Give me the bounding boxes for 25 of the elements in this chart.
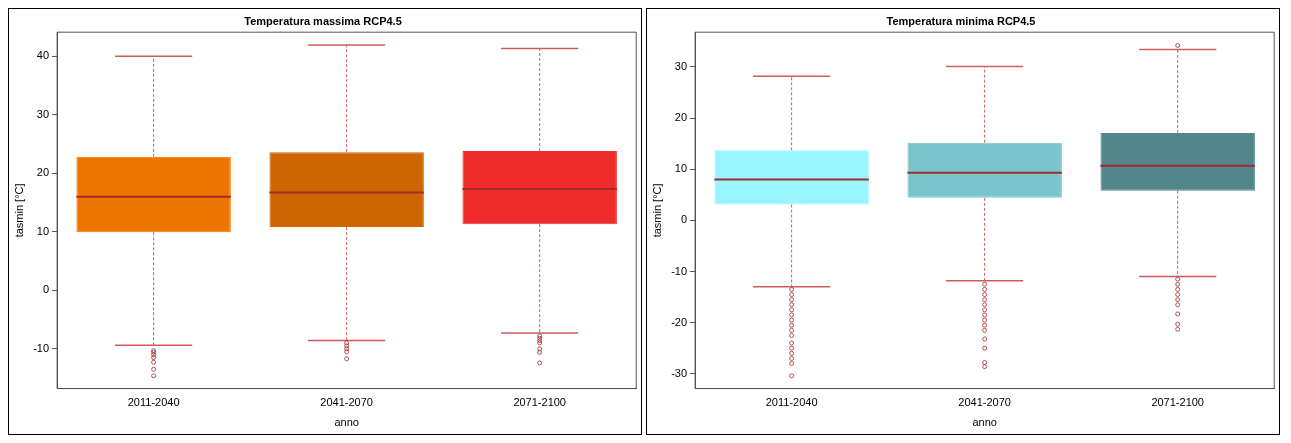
y-tick-label: 0	[42, 283, 50, 296]
x-tick-label: 2011-2040	[765, 396, 818, 409]
y-tick-label: 20	[674, 111, 688, 124]
x-axis-title: anno	[972, 416, 997, 429]
y-tick-label: -30	[671, 366, 688, 379]
y-tick-label: 10	[36, 224, 50, 237]
y-tick-label: 0	[680, 213, 688, 226]
x-axis-title: anno	[334, 416, 359, 429]
y-tick-label: -20	[671, 315, 688, 328]
x-tick-label: 2011-2040	[127, 396, 180, 409]
y-tick-label: 10	[674, 162, 688, 175]
chart-title: Temperatura minima RCP4.5	[886, 14, 1036, 27]
y-tick-label: 20	[36, 166, 50, 179]
y-tick-label: 40	[36, 49, 50, 62]
x-tick-label: 2041-2070	[320, 396, 373, 409]
y-axis-title: tasmin [°C]	[12, 183, 25, 238]
y-axis-title: tasmin [°C]	[650, 183, 663, 238]
chart-title: Temperatura massima RCP4.5	[244, 14, 402, 27]
x-tick-label: 2041-2070	[958, 396, 1011, 409]
y-tick-label: -10	[33, 341, 50, 354]
y-tick-label: -10	[671, 264, 688, 277]
y-tick-label: 30	[36, 107, 50, 120]
x-tick-label: 2071-2100	[513, 396, 566, 409]
y-tick-label: 30	[674, 60, 688, 72]
x-tick-label: 2071-2100	[1151, 396, 1204, 409]
